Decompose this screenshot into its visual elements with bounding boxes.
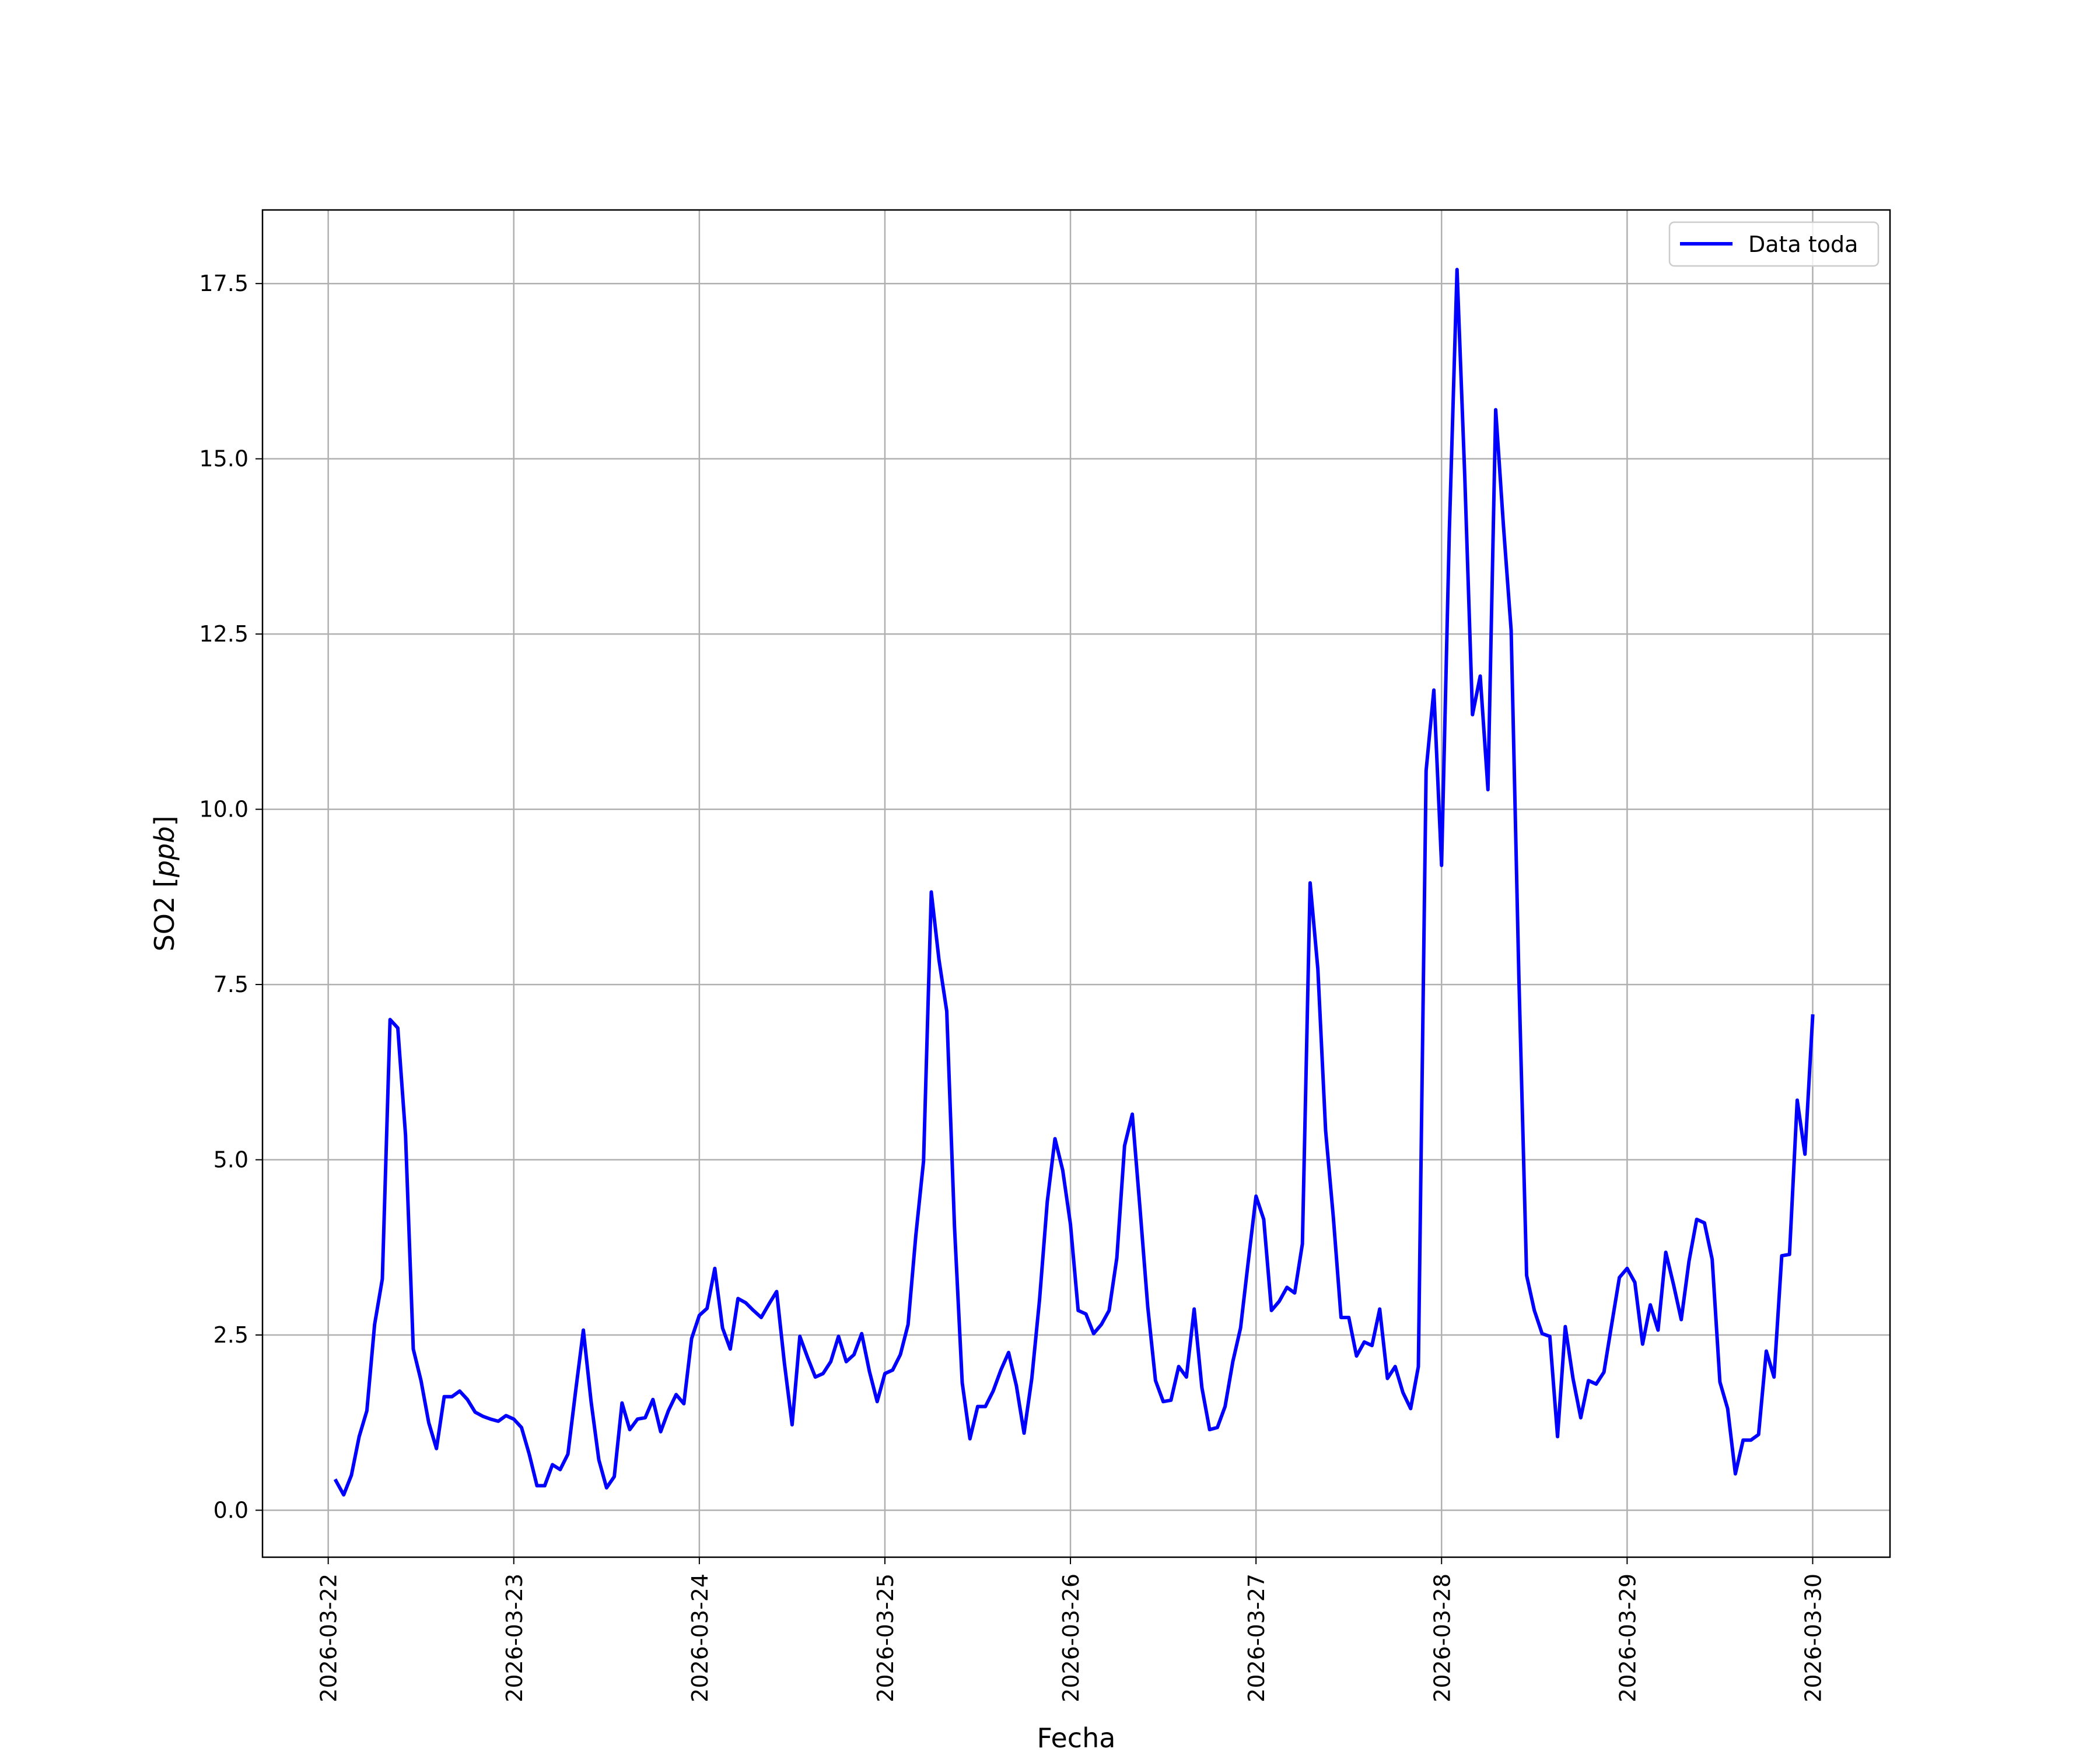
x-tick-label: 2026-03-23 bbox=[502, 1574, 527, 1702]
x-tick-label: 2026-03-28 bbox=[1429, 1574, 1455, 1702]
x-tick-label: 2026-03-25 bbox=[873, 1574, 898, 1702]
series-line bbox=[333, 268, 1815, 1497]
y-axis-title-unit: ppb bbox=[149, 826, 180, 878]
y-tick-label: 10.0 bbox=[199, 797, 249, 822]
x-tick-label: 2026-03-30 bbox=[1800, 1574, 1826, 1702]
x-tick-label: 2026-03-22 bbox=[316, 1574, 342, 1702]
x-tick-label: 2026-03-27 bbox=[1244, 1574, 1269, 1702]
y-axis-title-suffix: ] bbox=[149, 816, 180, 826]
y-tick-label: 7.5 bbox=[214, 972, 249, 997]
y-tick-label: 5.0 bbox=[214, 1147, 249, 1173]
x-axis: 2026-03-22 2026-03-23 2026-03-24 2026-03-25… bbox=[316, 1557, 1826, 1702]
legend-label: Data toda bbox=[1748, 232, 1858, 257]
y-axis-title: SO2 [ppb] bbox=[149, 816, 180, 952]
legend: Data toda bbox=[1668, 221, 1880, 267]
legend-box bbox=[1668, 221, 1880, 267]
y-tick-label: 2.5 bbox=[214, 1322, 249, 1348]
series-layer bbox=[333, 268, 1815, 1497]
y-axis: 0.0 2.5 5.0 7.5 10.0 12.5 15.0 17.5 bbox=[199, 271, 262, 1523]
y-axis-title-prefix: SO2 [ bbox=[149, 877, 180, 951]
y-tick-label: 12.5 bbox=[199, 621, 249, 647]
x-axis-title: Fecha bbox=[1037, 1722, 1116, 1750]
grid-lines bbox=[262, 210, 1890, 1557]
y-tick-label: 15.0 bbox=[199, 446, 249, 472]
x-tick-label: 2026-03-24 bbox=[687, 1574, 713, 1702]
y-tick-label: 0.0 bbox=[214, 1497, 249, 1523]
y-tick-label: 17.5 bbox=[199, 271, 249, 296]
plot-frame bbox=[261, 209, 1891, 1558]
x-tick-label: 2026-03-29 bbox=[1615, 1574, 1640, 1702]
x-tick-label: 2026-03-26 bbox=[1058, 1574, 1084, 1702]
